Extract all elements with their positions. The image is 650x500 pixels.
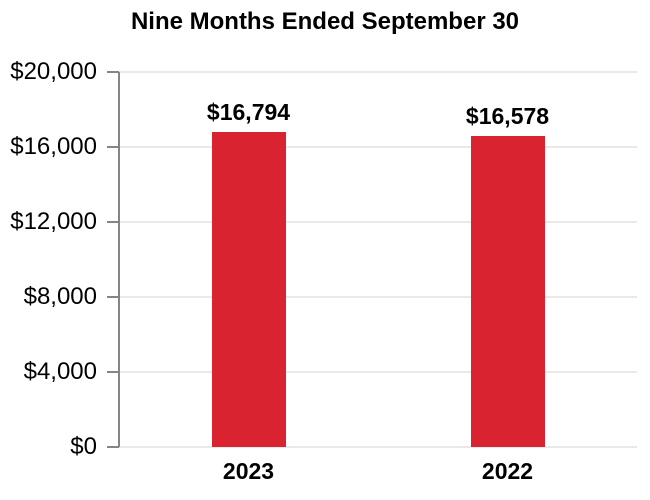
y-tick-label: $4,000 xyxy=(23,358,97,385)
y-tick-label: $16,000 xyxy=(10,133,97,160)
gridline xyxy=(119,146,637,148)
y-tick-label: $12,000 xyxy=(10,208,97,235)
bar-2023 xyxy=(212,132,286,447)
y-tick xyxy=(107,71,119,73)
bar-value-label: $16,578 xyxy=(465,103,550,129)
y-tick-label: $8,000 xyxy=(23,283,97,310)
gridline xyxy=(119,446,637,448)
chart-title: Nine Months Ended September 30 xyxy=(130,8,520,35)
y-tick xyxy=(107,446,119,448)
y-tick-label: $0 xyxy=(70,433,97,460)
y-axis-line xyxy=(118,72,120,447)
bar-value-label: $16,794 xyxy=(206,99,291,125)
gridline xyxy=(119,371,637,373)
gridline xyxy=(119,296,637,298)
y-tick xyxy=(107,146,119,148)
x-category-label: 2022 xyxy=(481,458,534,484)
bar-2022 xyxy=(471,136,545,447)
y-tick-label: $20,000 xyxy=(10,58,97,85)
gridline xyxy=(119,71,637,73)
gridline xyxy=(119,221,637,223)
x-category-label: 2023 xyxy=(222,458,275,484)
y-tick xyxy=(107,371,119,373)
y-tick xyxy=(107,221,119,223)
y-tick xyxy=(107,296,119,298)
